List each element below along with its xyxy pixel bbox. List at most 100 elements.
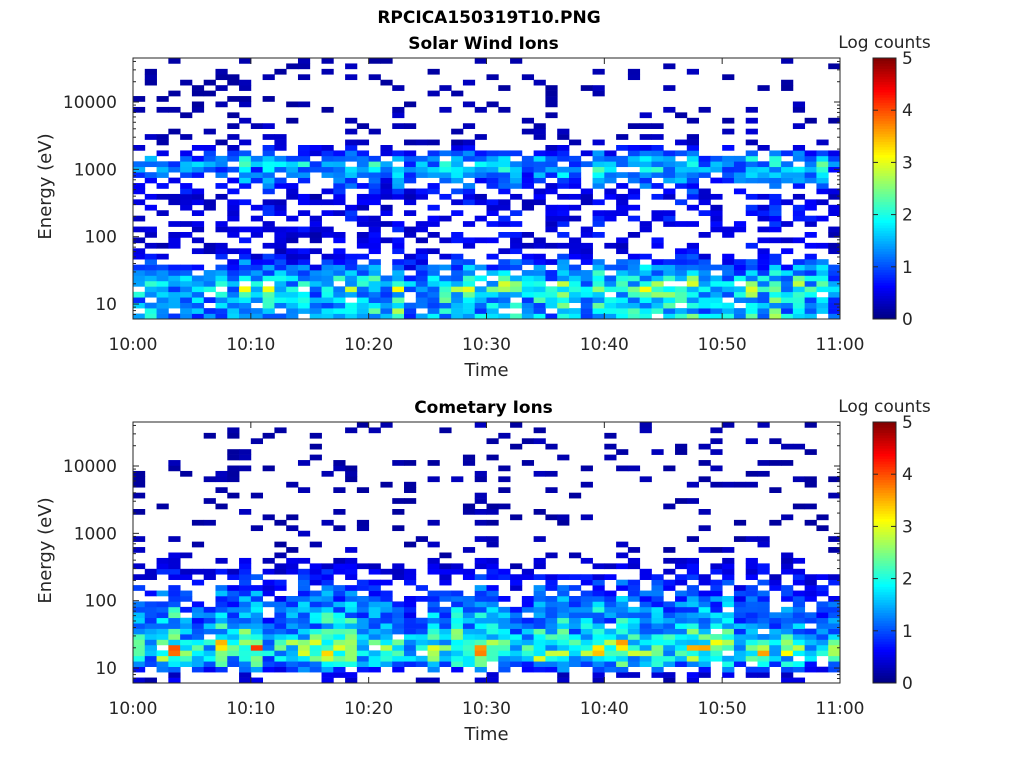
heatmap-cell bbox=[345, 155, 358, 162]
heatmap-cell bbox=[203, 313, 216, 320]
heatmap-cell bbox=[616, 617, 629, 624]
heatmap-cell bbox=[604, 454, 617, 461]
heatmap-cell bbox=[781, 264, 794, 271]
heatmap-cell bbox=[545, 552, 558, 559]
heatmap-cell bbox=[616, 145, 629, 151]
heatmap-cell bbox=[191, 85, 205, 91]
heatmap-cell bbox=[792, 286, 806, 293]
heatmap-cell bbox=[451, 313, 464, 320]
heatmap-cell bbox=[545, 90, 558, 97]
heatmap-cell bbox=[639, 253, 652, 260]
heatmap-cell bbox=[698, 672, 711, 678]
heatmap-cell bbox=[592, 172, 605, 178]
heatmap-cell bbox=[533, 427, 546, 434]
heatmap-cell bbox=[757, 313, 770, 320]
heatmap-cell bbox=[180, 590, 193, 597]
heatmap-cell bbox=[498, 476, 511, 483]
heatmap-cell bbox=[427, 557, 440, 564]
heatmap-cell bbox=[392, 166, 405, 173]
heatmap-cell bbox=[262, 204, 275, 211]
heatmap-cell bbox=[710, 596, 723, 602]
heatmap-cell bbox=[510, 183, 523, 189]
heatmap-cell bbox=[392, 172, 405, 178]
heatmap-cell bbox=[191, 639, 205, 646]
heatmap-cell bbox=[545, 574, 558, 580]
colorbar-step bbox=[873, 58, 896, 62]
heatmap-cell bbox=[816, 166, 829, 173]
heatmap-cell bbox=[462, 237, 476, 244]
colorbar-step bbox=[873, 680, 896, 684]
heatmap-cell bbox=[392, 242, 405, 249]
heatmap-cell bbox=[250, 291, 264, 298]
heatmap-cell bbox=[781, 552, 794, 559]
heatmap-cell bbox=[769, 253, 782, 260]
heatmap-cell bbox=[380, 313, 393, 320]
heatmap-cell bbox=[451, 199, 464, 206]
heatmap-cell bbox=[415, 655, 428, 662]
heatmap-cell bbox=[698, 253, 711, 260]
heatmap-cell bbox=[415, 297, 428, 303]
heatmap-cell bbox=[180, 606, 193, 613]
heatmap-cell bbox=[309, 568, 322, 575]
heatmap-cell bbox=[333, 275, 346, 282]
colorbar-step bbox=[873, 529, 896, 533]
heatmap-cell bbox=[698, 232, 711, 238]
heatmap-cell bbox=[321, 661, 334, 667]
colorbar-step bbox=[873, 149, 896, 153]
heatmap-cell bbox=[345, 166, 358, 173]
heatmap-cell bbox=[144, 601, 157, 608]
heatmap-cell bbox=[227, 454, 240, 461]
heatmap-cell bbox=[156, 210, 169, 216]
heatmap-cell bbox=[828, 204, 841, 211]
heatmap-cell bbox=[227, 302, 240, 309]
heatmap-cell bbox=[297, 58, 311, 64]
heatmap-cell bbox=[804, 117, 817, 124]
heatmap-cell bbox=[451, 253, 464, 260]
heatmap-cell bbox=[604, 280, 617, 287]
heatmap-cell bbox=[745, 150, 758, 157]
heatmap-cell bbox=[639, 221, 652, 227]
heatmap-cell bbox=[568, 628, 582, 635]
heatmap-cell bbox=[745, 623, 758, 629]
colorbar-step bbox=[873, 308, 896, 312]
heatmap-cell bbox=[356, 302, 370, 309]
heatmap-cell bbox=[545, 291, 558, 298]
heatmap-cell bbox=[191, 286, 205, 293]
heatmap-cell bbox=[297, 655, 311, 662]
heatmap-cell bbox=[521, 655, 535, 662]
heatmap-cell bbox=[568, 612, 582, 619]
heatmap-cell bbox=[521, 172, 535, 178]
heatmap-cell bbox=[686, 481, 699, 488]
colorbar-step bbox=[873, 677, 896, 681]
heatmap-cell bbox=[675, 275, 688, 282]
heatmap-cell bbox=[580, 590, 593, 597]
heatmap-cell bbox=[604, 193, 617, 200]
heatmap-cell bbox=[557, 672, 570, 678]
heatmap-cell bbox=[439, 661, 452, 667]
heatmap-cell bbox=[592, 85, 605, 91]
heatmap-cell bbox=[804, 666, 817, 673]
heatmap-cell bbox=[616, 199, 629, 206]
heatmap-cell bbox=[345, 574, 358, 580]
heatmap-cell bbox=[356, 155, 370, 162]
heatmap-cell bbox=[203, 574, 216, 580]
heatmap-cell bbox=[168, 574, 181, 580]
heatmap-cell bbox=[639, 270, 652, 276]
heatmap-cell bbox=[133, 291, 146, 298]
heatmap-cell bbox=[451, 161, 464, 168]
heatmap-cell bbox=[286, 226, 299, 233]
heatmap-cell bbox=[274, 253, 287, 260]
heatmap-cell bbox=[686, 204, 699, 211]
heatmap-cell bbox=[804, 634, 817, 640]
y-axis-label: Energy (eV) bbox=[35, 133, 56, 239]
heatmap-cell bbox=[781, 644, 794, 651]
heatmap-cell bbox=[297, 145, 311, 151]
heatmap-cell bbox=[309, 617, 322, 624]
heatmap-cell bbox=[321, 150, 334, 157]
heatmap-cell bbox=[486, 590, 499, 597]
heatmap-cell bbox=[757, 204, 770, 211]
heatmap-cell bbox=[710, 291, 723, 298]
heatmap-cell bbox=[616, 563, 629, 570]
heatmap-cell bbox=[191, 275, 205, 282]
heatmap-cell bbox=[309, 215, 322, 222]
